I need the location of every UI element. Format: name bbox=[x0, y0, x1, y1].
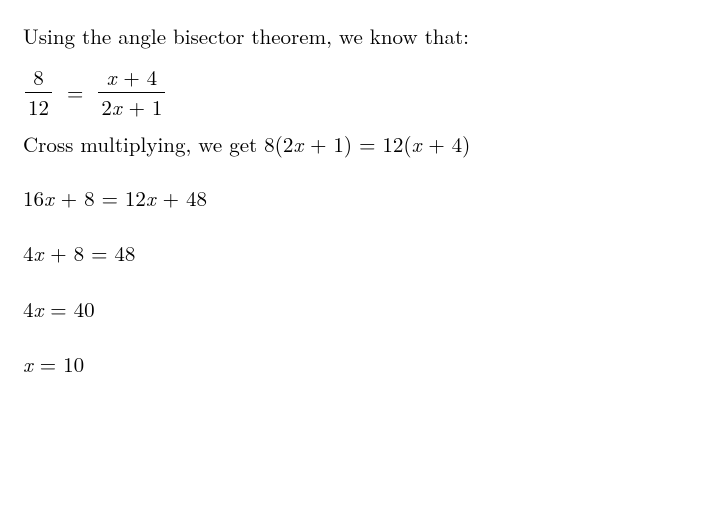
fraction-left-numerator: 8 bbox=[25, 64, 52, 91]
equals-sign: = bbox=[67, 79, 83, 105]
fraction-equation: 8 12 = x + 4 2x + 1 bbox=[23, 64, 700, 120]
fraction-right: x + 4 2x + 1 bbox=[98, 64, 165, 120]
math-document: Using the angle bisector theorem, we kno… bbox=[0, 0, 720, 424]
fraction-right-denominator: 2x + 1 bbox=[98, 92, 165, 120]
cross-multiply-text: Cross multiplying, we get 8(2x + 1) = 12… bbox=[23, 131, 700, 157]
step-2: 4x + 8 = 48 bbox=[23, 240, 700, 266]
step-3: 4x = 40 bbox=[23, 296, 700, 322]
fraction-right-numerator: x + 4 bbox=[98, 64, 165, 91]
intro-text: Using the angle bisector theorem, we kno… bbox=[23, 23, 700, 49]
step-1: 16x + 8 = 12x + 48 bbox=[23, 185, 700, 211]
fraction-left-denominator: 12 bbox=[25, 92, 52, 120]
fraction-left: 8 12 bbox=[25, 64, 52, 120]
step-4: x = 10 bbox=[23, 351, 700, 377]
